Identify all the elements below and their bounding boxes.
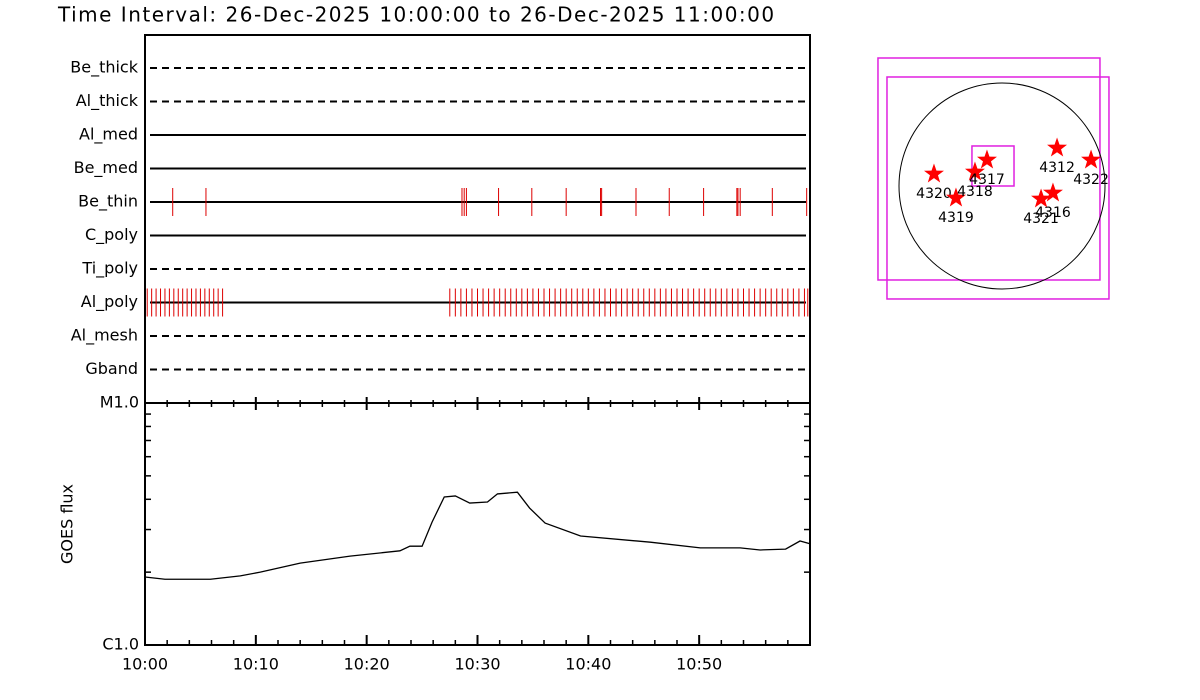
region-label: 4312 [1039, 160, 1075, 176]
y-axis-label: GOES flux [58, 484, 77, 564]
filter-label: Be_med [74, 158, 138, 178]
goes-panel-frame [144, 402, 811, 646]
field-of-view [971, 145, 1015, 187]
region-label: 4316 [1035, 205, 1071, 221]
region-star [945, 187, 966, 207]
filter-label: Be_thick [70, 58, 138, 78]
region-label: 4320 [916, 186, 952, 202]
x-tick-label: 10:00 [122, 655, 168, 674]
filter-label: Al_mesh [71, 326, 138, 346]
x-tick-label: 10:50 [676, 655, 722, 674]
region-label: 4317 [969, 172, 1005, 188]
filter-label: Al_thick [76, 91, 139, 111]
region-star [964, 161, 985, 181]
region-star [976, 149, 997, 169]
solar-limb [898, 82, 1106, 290]
region-label: 4318 [957, 184, 993, 200]
x-tick-label: 10:30 [454, 655, 500, 674]
region-star [923, 163, 944, 183]
filter-label: Al_med [79, 125, 138, 145]
region-star [1042, 182, 1063, 202]
x-tick-label: 10:10 [233, 655, 279, 674]
filter-label: Be_thin [78, 192, 138, 212]
goes-flux-line [144, 491, 811, 580]
region-label: 4322 [1073, 172, 1109, 188]
filter-panel-frame [144, 34, 811, 404]
region-label: 4321 [1023, 211, 1059, 227]
region-star [1047, 137, 1068, 157]
field-of-view [886, 76, 1110, 300]
x-tick-label: 10:40 [565, 655, 611, 674]
region-star [1031, 188, 1052, 208]
filter-label: Al_poly [81, 292, 138, 312]
filter-label: Ti_poly [81, 259, 138, 279]
title: Time Interval: 26-Dec-2025 10:00:00 to 2… [57, 3, 776, 27]
x-tick-label: 10:20 [344, 655, 390, 674]
y-tick-label: M1.0 [100, 393, 139, 412]
filter-label: C_poly [85, 225, 138, 245]
field-of-view [877, 57, 1101, 281]
region-star [1081, 149, 1102, 169]
filter-label: Gband [85, 359, 138, 378]
region-label: 4319 [938, 210, 974, 226]
y-tick-label: C1.0 [102, 635, 139, 654]
